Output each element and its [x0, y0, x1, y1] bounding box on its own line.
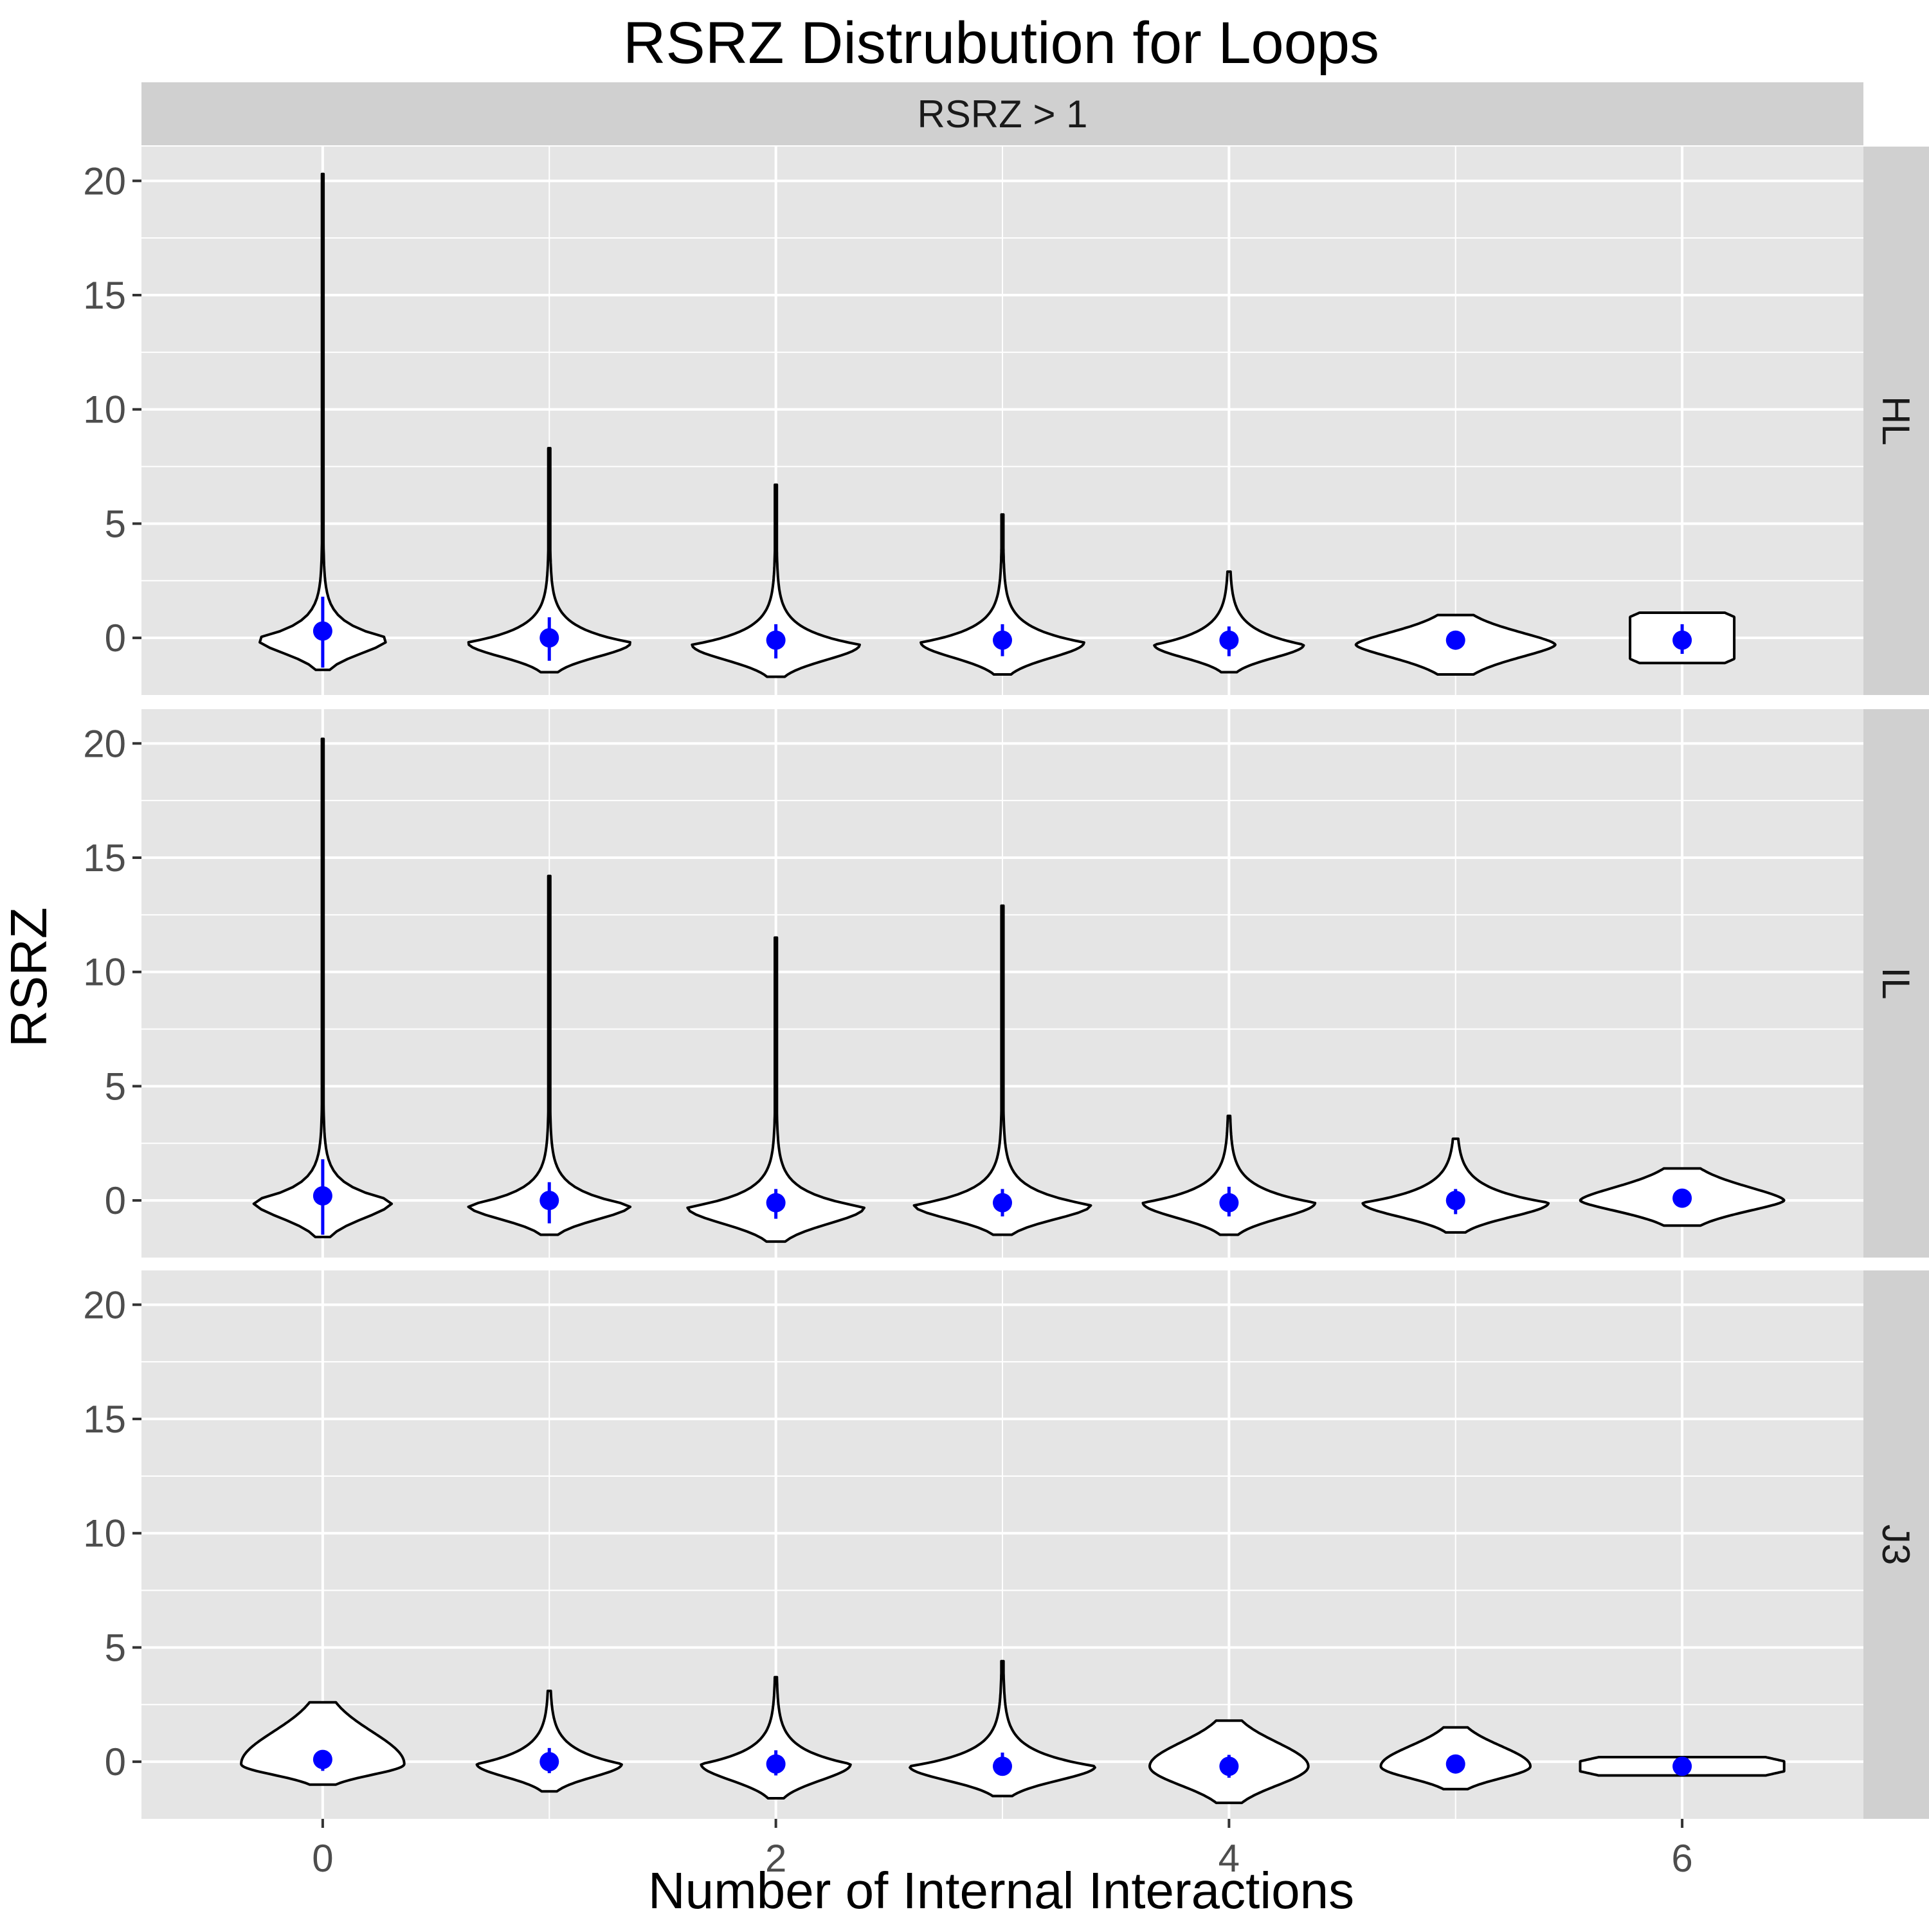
- violin-2: [700, 1675, 852, 1800]
- violin-3: [919, 513, 1085, 676]
- row-strip: [1863, 709, 1929, 1258]
- violin-4: [1153, 570, 1305, 674]
- violin-3: [909, 1659, 1096, 1798]
- violin-2: [691, 483, 861, 678]
- violin-0: [252, 737, 394, 1238]
- panel-il: IL 0 5 10 15 20: [83, 709, 1929, 1258]
- row-strip-label: IL: [1874, 967, 1917, 999]
- y-tick-label: 15: [83, 274, 126, 317]
- violin-5: [1361, 1137, 1550, 1234]
- column-strip-label: RSRZ > 1: [917, 93, 1087, 136]
- x-tick-label: 0: [312, 1837, 333, 1880]
- mean-point: [766, 1754, 786, 1774]
- y-tick-label: 20: [83, 159, 126, 203]
- violin-2: [686, 936, 865, 1243]
- y-tick-label: 0: [105, 1740, 126, 1783]
- violin-4: [1141, 1114, 1317, 1236]
- mean-point: [312, 1749, 332, 1769]
- y-tick-label: 15: [83, 836, 126, 880]
- row-strip-label: J3: [1874, 1524, 1917, 1565]
- mean-point: [1219, 1756, 1239, 1776]
- row-strip: [1863, 147, 1929, 695]
- violin-1: [475, 1690, 623, 1793]
- mean-point: [1672, 1756, 1692, 1776]
- y-tick-label: 5: [105, 1065, 126, 1108]
- mean-point: [766, 630, 786, 650]
- violin-1: [467, 447, 631, 674]
- mean-point: [1672, 1188, 1692, 1208]
- y-tick-label: 15: [83, 1398, 126, 1441]
- mean-point: [1445, 1191, 1465, 1211]
- column-strip: [141, 82, 1863, 145]
- mean-point: [1219, 1193, 1239, 1213]
- mean-point: [1445, 630, 1465, 650]
- x-tick-label: 6: [1671, 1837, 1692, 1880]
- x-axis-title: Number of Internal Interactions: [648, 1862, 1354, 1919]
- violin-0: [240, 1701, 406, 1786]
- y-tick-label: 20: [83, 722, 126, 765]
- mean-point: [312, 621, 332, 641]
- mean-point: [993, 630, 1012, 650]
- y-axis-title: RSRZ: [0, 907, 57, 1047]
- panel-hl: HL 0 5 10 15 20: [83, 147, 1929, 695]
- mean-point: [993, 1756, 1012, 1776]
- violin-0: [258, 172, 387, 671]
- panels-layer: RSRZ > 1 HL 0 5 10 15 20 IL 0 5 10 15 20 J3 0 5 10 15 20 0 2…: [83, 82, 1929, 1880]
- mean-point: [1219, 630, 1239, 650]
- mean-point: [539, 1191, 559, 1211]
- y-tick-label: 10: [83, 1512, 126, 1555]
- row-strip: [1863, 1270, 1929, 1819]
- x-tick-label: 4: [1218, 1837, 1240, 1880]
- y-tick-label: 10: [83, 388, 126, 431]
- y-tick-label: 0: [105, 617, 126, 660]
- violin-1: [467, 874, 632, 1236]
- y-tick-label: 5: [105, 502, 126, 545]
- y-tick-label: 10: [83, 951, 126, 994]
- mean-point: [539, 1752, 559, 1772]
- chart-title: RSRZ Distrubution for Loops: [623, 10, 1379, 76]
- x-tick-label: 2: [765, 1837, 786, 1880]
- y-tick-label: 0: [105, 1179, 126, 1222]
- violin-3: [912, 904, 1092, 1236]
- mean-point: [766, 1193, 786, 1213]
- mean-point: [312, 1186, 332, 1206]
- y-tick-label: 5: [105, 1626, 126, 1669]
- mean-point: [1445, 1754, 1465, 1774]
- mean-point: [993, 1193, 1012, 1213]
- panel-j3: J3 0 5 10 15 20: [83, 1270, 1929, 1819]
- row-strip-label: HL: [1874, 396, 1917, 446]
- y-tick-label: 20: [83, 1283, 126, 1326]
- mean-point: [1672, 630, 1692, 650]
- mean-point: [539, 628, 559, 648]
